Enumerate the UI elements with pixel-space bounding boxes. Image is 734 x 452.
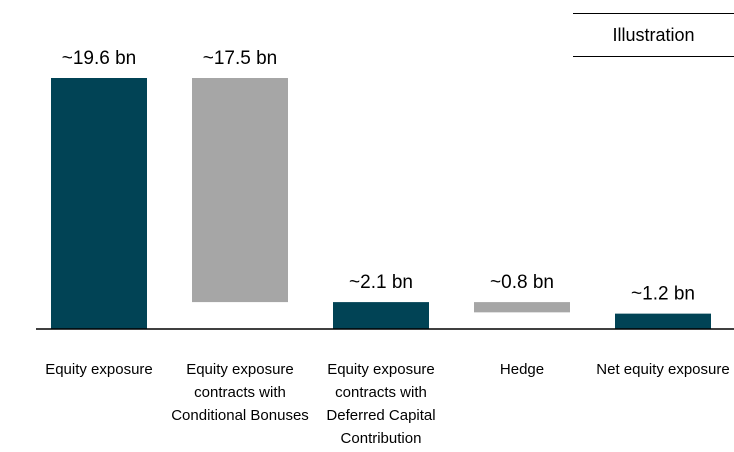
bar bbox=[474, 302, 570, 313]
category-label: Equity exposure bbox=[45, 361, 153, 378]
bar bbox=[51, 78, 147, 329]
value-label: ~1.2 bn bbox=[631, 284, 695, 305]
badge: Illustration bbox=[573, 13, 734, 57]
value-label: ~17.5 bn bbox=[203, 48, 278, 69]
bar bbox=[192, 78, 288, 303]
category-label: Equity exposure contracts with Condition… bbox=[171, 361, 309, 424]
bar bbox=[615, 313, 711, 329]
category-label: Equity exposure contracts with Deferred … bbox=[326, 361, 436, 447]
category-label: Hedge bbox=[499, 361, 545, 378]
category-label: Net equity exposure bbox=[596, 361, 730, 378]
value-label: ~2.1 bn bbox=[349, 272, 413, 293]
bar bbox=[333, 302, 429, 329]
value-label: ~19.6 bn bbox=[62, 48, 137, 69]
value-label: ~0.8 bn bbox=[490, 272, 554, 293]
